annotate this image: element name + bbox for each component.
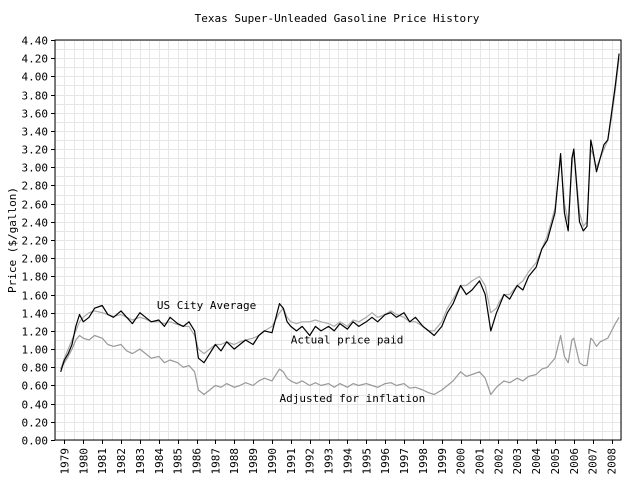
x-tick-label: 1993 xyxy=(323,448,336,475)
x-tick-label: 1990 xyxy=(266,448,279,475)
x-tick-label: 1981 xyxy=(96,448,109,475)
x-tick-label: 2000 xyxy=(455,448,468,475)
series-layer xyxy=(60,53,620,396)
y-tick-label: 0.40 xyxy=(22,399,49,412)
y-tick-label: 3.40 xyxy=(22,126,49,139)
y-axis-label: Price ($/gallon) xyxy=(6,187,19,293)
grid-lines xyxy=(55,40,622,441)
x-tick-label: 1983 xyxy=(134,448,147,475)
x-tick-label: 1982 xyxy=(115,448,128,475)
y-tick-label: 0.80 xyxy=(22,362,49,375)
x-tick-label: 2003 xyxy=(511,448,524,475)
y-axis: 0.00 0.20 0.40 0.60 0.80 1.00 1.20 1.40 1.60 1.80… xyxy=(22,35,55,448)
x-tick-label: 2007 xyxy=(587,448,600,475)
y-tick-label: 1.00 xyxy=(22,344,49,357)
annotation-label: Actual price paid xyxy=(291,334,404,347)
y-tick-label: 4.00 xyxy=(22,71,49,84)
y-tick-label: 4.40 xyxy=(22,35,49,48)
y-tick-label: 1.20 xyxy=(22,326,49,339)
y-tick-label: 0.60 xyxy=(22,380,49,393)
y-tick-label: 0.00 xyxy=(22,435,49,448)
y-tick-label: 3.60 xyxy=(22,108,49,121)
y-tick-label: 1.40 xyxy=(22,308,49,321)
x-tick-label: 1980 xyxy=(77,448,90,475)
x-tick-label: 1995 xyxy=(360,448,373,475)
y-tick-label: 4.20 xyxy=(22,53,49,66)
x-tick-label: 1989 xyxy=(247,448,260,475)
y-tick-label: 2.80 xyxy=(22,180,49,193)
x-tick-label: 1997 xyxy=(398,448,411,475)
y-tick-label: 2.00 xyxy=(22,253,49,266)
x-tick-label: 2004 xyxy=(530,448,543,475)
x-tick-label: 1984 xyxy=(153,448,166,475)
x-axis: 1979 1980 1981 1982 1983 1984 1985 1986 1987 1988… xyxy=(58,440,619,475)
x-tick-label: 1979 xyxy=(58,448,71,475)
y-tick-label: 1.80 xyxy=(22,271,49,284)
x-tick-label: 1991 xyxy=(285,448,298,475)
x-tick-label: 1998 xyxy=(417,448,430,475)
x-tick-label: 2005 xyxy=(549,448,562,475)
x-tick-label: 1988 xyxy=(228,448,241,475)
x-tick-label: 1994 xyxy=(341,448,354,475)
y-tick-label: 2.60 xyxy=(22,199,49,212)
annotation-label: Adjusted for inflation xyxy=(280,392,426,405)
chart-title: Texas Super-Unleaded Gasoline Price Hist… xyxy=(195,12,480,25)
series-line-0 xyxy=(60,53,620,372)
x-tick-label: 1985 xyxy=(172,448,185,475)
x-tick-label: 1987 xyxy=(209,448,222,475)
x-tick-label: 1992 xyxy=(304,448,317,475)
x-tick-label: 2002 xyxy=(492,448,505,475)
y-tick-label: 3.00 xyxy=(22,162,49,175)
series-line-2 xyxy=(60,316,620,396)
y-tick-label: 3.20 xyxy=(22,144,49,157)
y-tick-label: 1.60 xyxy=(22,290,49,303)
x-tick-label: 2001 xyxy=(474,448,487,475)
x-tick-label: 1996 xyxy=(379,448,392,475)
y-tick-label: 3.80 xyxy=(22,90,49,103)
annotations: US City Average Actual price paid Adjusted… xyxy=(157,299,425,405)
x-tick-label: 1986 xyxy=(191,448,204,475)
y-tick-label: 2.40 xyxy=(22,217,49,230)
x-tick-label: 1999 xyxy=(436,448,449,475)
y-tick-label: 2.20 xyxy=(22,235,49,248)
x-tick-label: 2008 xyxy=(606,448,619,475)
y-tick-label: 0.20 xyxy=(22,417,49,430)
annotation-label: US City Average xyxy=(157,299,256,312)
x-tick-label: 2006 xyxy=(568,448,581,475)
